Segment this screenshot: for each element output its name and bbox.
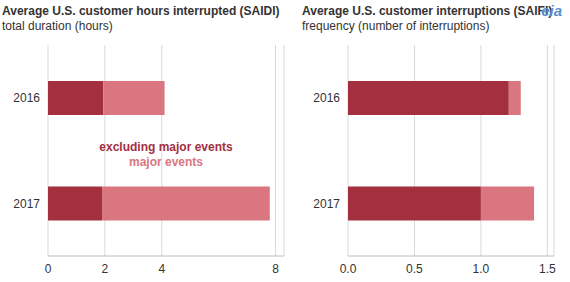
- svg-text:2016: 2016: [13, 91, 40, 105]
- html-text:Average U.S. customer hours in: Average U.S. customer hours interrupted …: [2, 4, 280, 18]
- svg-text:2: 2: [102, 262, 109, 276]
- svg-text:0.5: 0.5: [406, 262, 423, 276]
- html-text:excluding major events: excluding major events: [99, 140, 233, 154]
- svg-text:8: 8: [272, 262, 279, 276]
- html-text:frequency (number of interrupt: frequency (number of interruptions): [302, 19, 490, 33]
- svg-text:1.5: 1.5: [539, 262, 556, 276]
- svg-text:2017: 2017: [313, 197, 340, 211]
- svg-text:4: 4: [158, 262, 165, 276]
- svg-text:0.0: 0.0: [340, 262, 357, 276]
- html-text:major events: major events: [129, 155, 203, 169]
- html-text:Average U.S. customer interrup: Average U.S. customer interruptions (SAI…: [302, 4, 553, 18]
- svg-text:2016: 2016: [313, 91, 340, 105]
- svg-text:2017: 2017: [13, 197, 40, 211]
- html-text:total duration (hours): total duration (hours): [2, 19, 113, 33]
- html-text:eia: eia: [541, 2, 562, 19]
- svg-text:0: 0: [45, 262, 52, 276]
- svg-text:1.0: 1.0: [473, 262, 490, 276]
